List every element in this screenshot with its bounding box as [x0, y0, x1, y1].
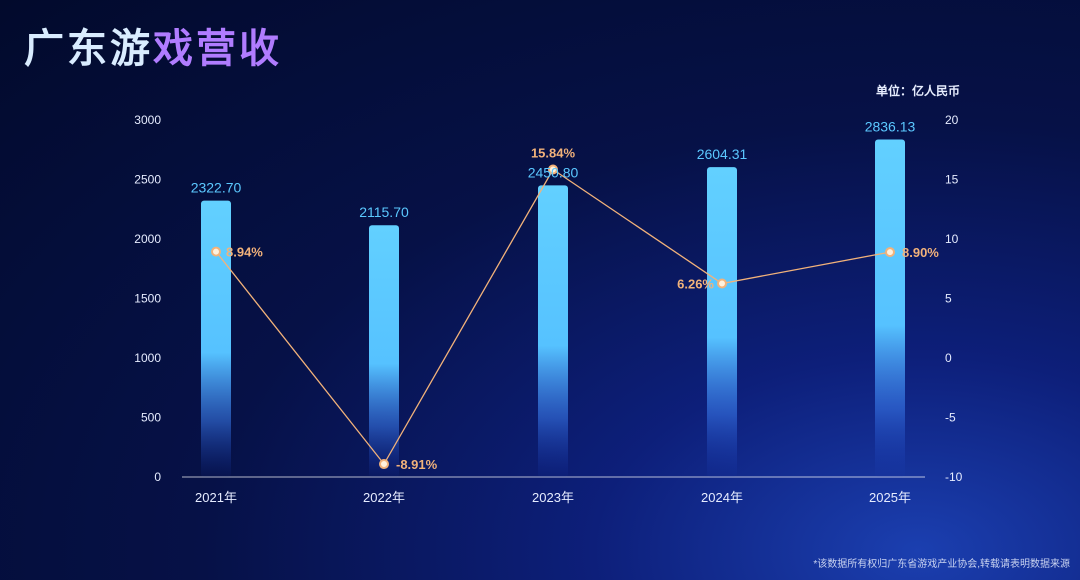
y-tick-label: 2500: [134, 173, 161, 187]
bar-2025年: [875, 139, 905, 477]
y-tick-label: 500: [141, 411, 161, 425]
bar-value-label: 2450.80: [528, 164, 579, 180]
growth-label: -8.91%: [396, 457, 438, 472]
y-tick-label: 1500: [134, 292, 161, 306]
growth-label: 8.94%: [226, 245, 263, 260]
x-tick-label: 2022年: [363, 490, 405, 505]
growth-point: [717, 278, 727, 289]
x-tick-label: 2024年: [701, 490, 743, 505]
growth-point: [548, 164, 558, 175]
y2-tick-label: 15: [945, 173, 959, 187]
title-part-1: 广东游: [24, 26, 153, 72]
growth-point: [379, 459, 389, 470]
y-tick-label: 0: [154, 470, 161, 484]
y-tick-label: 3000: [134, 113, 161, 127]
x-tick-label: 2021年: [195, 490, 237, 505]
y2-tick-label: -10: [945, 470, 963, 484]
footnote: *该数据所有权归广东省游戏产业协会,转载请表明数据来源: [813, 559, 1070, 570]
growth-point: [885, 247, 895, 258]
bar-value-label: 2115.70: [359, 204, 409, 220]
growth-label: 15.84%: [531, 146, 576, 161]
bar-2023年: [538, 185, 568, 477]
bar-value-label: 2836.13: [865, 119, 916, 135]
x-tick-label: 2023年: [532, 490, 574, 505]
y2-tick-label: 20: [945, 113, 959, 127]
y2-tick-label: 0: [945, 351, 952, 365]
title-part-2: 戏营收: [153, 26, 282, 72]
growth-label: 8.90%: [902, 245, 939, 260]
growth-point: [211, 246, 221, 257]
y-tick-label: 2000: [134, 232, 161, 246]
x-tick-label: 2025年: [869, 490, 911, 505]
y2-tick-label: 5: [945, 292, 952, 306]
y2-tick-label: -5: [945, 411, 956, 425]
bar-2024年: [707, 167, 737, 478]
bar-value-label: 2322.70: [191, 180, 242, 196]
bar-value-label: 2604.31: [697, 146, 748, 162]
page-title: 广东游戏营收: [24, 16, 282, 74]
growth-label: 6.26%: [677, 277, 714, 292]
bar-2021年: [201, 200, 231, 477]
y-tick-label: 1000: [134, 351, 161, 365]
y2-tick-label: 10: [945, 232, 959, 246]
unit-label: 单位：亿人民币: [875, 84, 960, 98]
bar-2022年: [369, 225, 399, 477]
